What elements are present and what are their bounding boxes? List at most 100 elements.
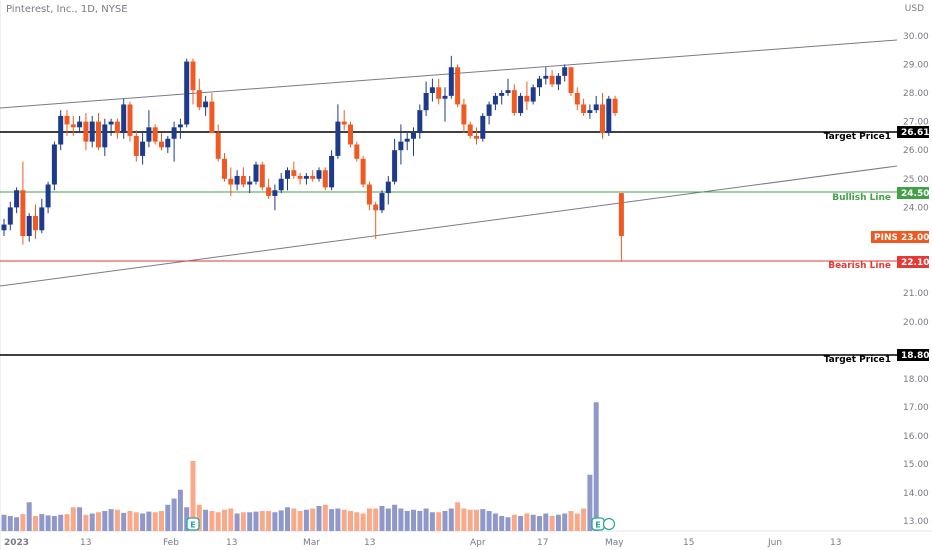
level-value-text: 24.50 xyxy=(901,189,929,199)
volume-bar xyxy=(530,514,536,531)
candle-body xyxy=(398,141,404,151)
chart-title: Pinterest, Inc., 1D, NYSE xyxy=(6,4,128,15)
candle-body xyxy=(108,121,114,125)
candle-body xyxy=(133,135,139,156)
candle-body xyxy=(461,104,467,125)
candle-body xyxy=(618,193,624,236)
volume-bar xyxy=(562,513,568,531)
volume-bar xyxy=(152,512,158,531)
candle-body xyxy=(291,170,297,176)
candle-body xyxy=(455,67,461,105)
price-tick-label: 21.00 xyxy=(903,289,929,299)
candle-body xyxy=(159,141,164,148)
time-tick-label: 2023 xyxy=(4,538,29,548)
symbol-text: PINS xyxy=(874,233,898,243)
volume-bar xyxy=(511,514,517,531)
volume-bar xyxy=(39,514,45,531)
candle-body xyxy=(474,135,479,139)
candle-body xyxy=(165,138,171,148)
candle-body xyxy=(322,170,328,188)
volume-bar xyxy=(266,511,272,531)
earnings-marker[interactable]: E xyxy=(591,517,605,531)
volume-bar xyxy=(549,516,555,531)
level-value-tag xyxy=(897,349,929,361)
volume-bar xyxy=(467,509,473,531)
candle-body xyxy=(486,104,492,116)
volume-bar xyxy=(165,504,171,531)
volume-bar xyxy=(83,514,89,531)
earnings-marker-text: E xyxy=(190,521,195,530)
candle-body xyxy=(518,95,524,114)
volume-bar xyxy=(499,516,505,531)
candle-body xyxy=(45,184,51,208)
candle-body xyxy=(272,190,278,196)
level-value-text: 22.10 xyxy=(901,258,929,268)
candle-body xyxy=(26,215,32,236)
candle-body xyxy=(348,124,353,145)
volume-bar xyxy=(77,507,83,531)
candle-body xyxy=(83,121,89,142)
volume-bar xyxy=(7,516,13,531)
price-tick-label: 27.00 xyxy=(903,118,929,128)
volume-bar xyxy=(518,516,524,531)
volume-bar xyxy=(543,513,549,531)
symbol-tag xyxy=(871,231,897,243)
volume-bar xyxy=(297,511,303,531)
volume-bar xyxy=(373,508,379,531)
level-value-text: 18.80 xyxy=(901,351,929,361)
volume-bar xyxy=(51,516,57,531)
candle-body xyxy=(555,75,561,85)
volume-bar xyxy=(486,511,492,531)
volume-bar xyxy=(26,502,32,531)
candle-body xyxy=(404,138,410,142)
candle-body xyxy=(14,190,20,208)
candle-body xyxy=(20,190,26,236)
volume-bar xyxy=(146,511,152,531)
candle-body xyxy=(96,121,101,148)
volume-bar xyxy=(429,512,435,531)
volume-bar xyxy=(196,504,202,531)
volume-bar xyxy=(222,509,227,531)
candle-body xyxy=(64,115,70,125)
volume-bar xyxy=(398,508,404,531)
candle-body xyxy=(253,164,259,182)
candle-body xyxy=(278,178,284,191)
volume-bar xyxy=(14,517,20,531)
volume-bar xyxy=(234,513,240,531)
candle-body xyxy=(190,61,196,91)
candle-body xyxy=(1,224,7,231)
upcoming-earnings-icon xyxy=(602,517,616,531)
volume-bar xyxy=(322,504,328,531)
volume-bar xyxy=(1,514,7,531)
time-tick-label: May xyxy=(605,538,624,548)
candle-body xyxy=(411,133,416,139)
volume-bar xyxy=(587,474,593,531)
candle-body xyxy=(310,175,316,179)
volume-bar xyxy=(385,508,391,531)
candle-body xyxy=(568,67,574,93)
volume-bar xyxy=(505,517,511,531)
candle-body xyxy=(58,115,64,145)
level-value-tag xyxy=(897,126,929,138)
candle-body xyxy=(127,104,133,136)
volume-tick-label: 17.00 xyxy=(903,403,929,413)
volume-bar xyxy=(190,461,196,531)
level-name-label: Target Price1 xyxy=(824,132,891,142)
candle-body xyxy=(600,104,605,134)
candle-body xyxy=(429,87,435,93)
candle-body xyxy=(39,207,45,231)
candle-body xyxy=(177,124,183,128)
candle-body xyxy=(33,215,38,231)
candle-body xyxy=(247,181,253,185)
volume-tick-label: 15.00 xyxy=(903,460,929,470)
earnings-marker[interactable]: E xyxy=(186,517,200,531)
volume-bar xyxy=(70,507,76,531)
volume-bar xyxy=(480,509,486,531)
candle-body xyxy=(606,98,612,134)
candle-body xyxy=(373,204,379,211)
candle-body xyxy=(70,124,76,128)
candle-body xyxy=(259,164,265,188)
volume-bar xyxy=(492,513,498,531)
